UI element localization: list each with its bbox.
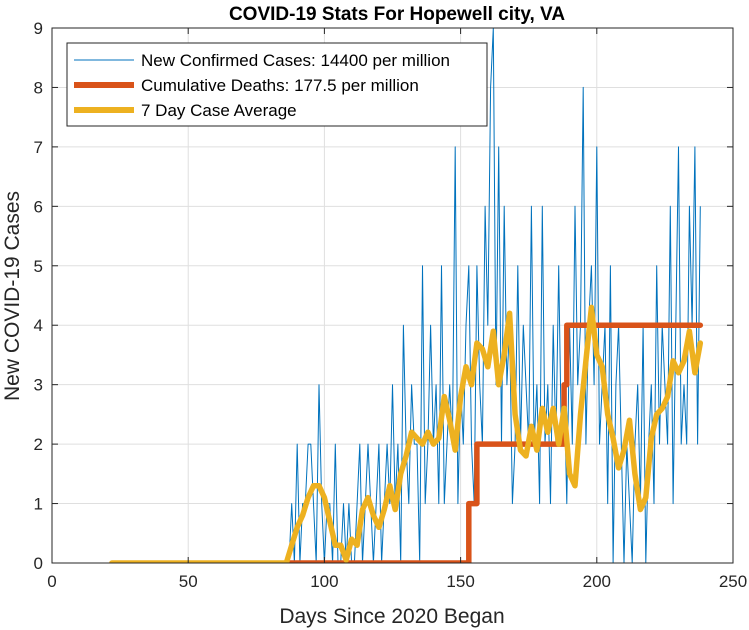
y-tick-label: 0 xyxy=(34,554,43,573)
y-tick-label: 9 xyxy=(34,19,43,38)
y-tick-label: 3 xyxy=(34,376,43,395)
legend-label-new-cases: New Confirmed Cases: 14400 per million xyxy=(141,51,450,70)
series-new-cases-line xyxy=(288,28,701,563)
x-axis-ticks: 0 50 100 150 200 250 xyxy=(47,28,747,591)
y-tick-label: 4 xyxy=(34,316,43,335)
series-7day-average-line xyxy=(109,304,704,563)
x-axis-label: Days Since 2020 Began xyxy=(279,605,504,628)
y-tick-label: 2 xyxy=(34,435,43,454)
y-tick-label: 8 xyxy=(34,78,43,97)
x-tick-label: 200 xyxy=(583,572,611,591)
x-tick-label: 150 xyxy=(446,572,474,591)
x-tick-label: 250 xyxy=(719,572,747,591)
series-layer xyxy=(109,28,704,563)
legend-label-deaths: Cumulative Deaths: 177.5 per million xyxy=(141,76,419,95)
y-tick-label: 7 xyxy=(34,138,43,157)
x-tick-label: 50 xyxy=(179,572,198,591)
y-tick-label: 1 xyxy=(34,495,43,514)
axes-box xyxy=(51,27,734,564)
x-tick-label: 0 xyxy=(47,572,56,591)
y-axis-ticks: 0 1 2 3 4 5 6 7 8 9 xyxy=(34,19,733,573)
legend-label-average: 7 Day Case Average xyxy=(141,101,297,120)
x-tick-label: 100 xyxy=(310,572,338,591)
chart-title: COVID-19 Stats For Hopewell city, VA xyxy=(229,4,565,25)
y-tick-label: 5 xyxy=(34,257,43,276)
y-tick-label: 6 xyxy=(34,197,43,216)
legend-box xyxy=(66,42,488,127)
y-axis-label: New COVID-19 Cases xyxy=(1,191,24,401)
legend: New Confirmed Cases: 14400 per million C… xyxy=(66,42,488,127)
